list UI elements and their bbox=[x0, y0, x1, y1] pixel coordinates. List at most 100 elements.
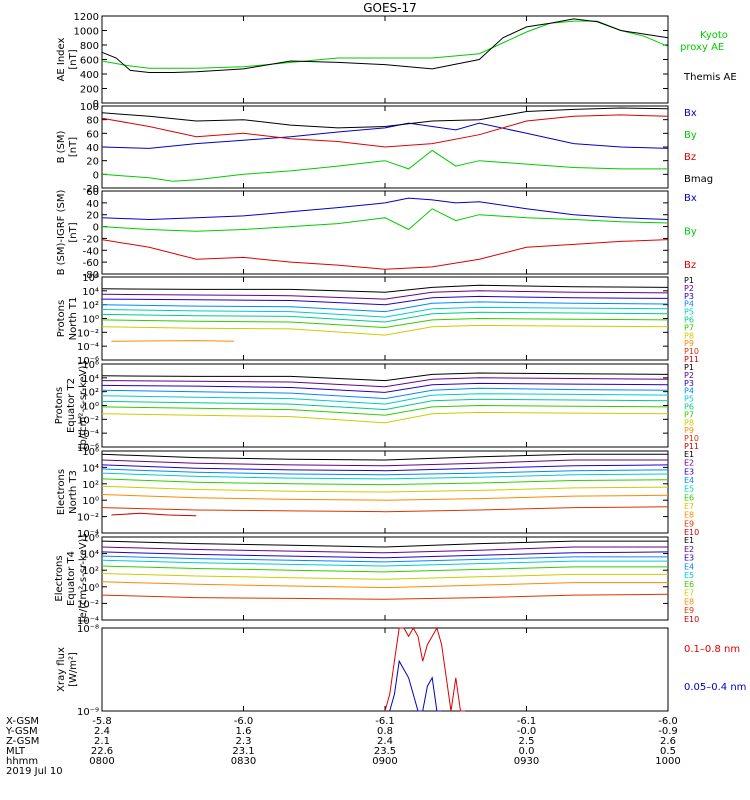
y-tick-label: 10⁰ bbox=[82, 583, 99, 594]
x-row-label: Y-GSM bbox=[5, 726, 38, 737]
y-axis-label: [W/m²] bbox=[68, 652, 79, 687]
y-tick-label: 10⁶ bbox=[82, 533, 99, 544]
series-line-p5 bbox=[101, 393, 669, 405]
y-axis-label: [e/(cm²-s-sr-keV)] bbox=[78, 535, 89, 623]
legend-entry: Themis AE bbox=[683, 72, 737, 83]
y-axis-label: B (SM) bbox=[56, 130, 67, 163]
legend-entry: E5 bbox=[684, 571, 694, 580]
legend-entry: P9 bbox=[684, 426, 694, 435]
y-axis-label: AE Index bbox=[56, 37, 67, 81]
x-row-label: Z-GSM bbox=[6, 736, 39, 747]
date-label: 2019 Jul 10 bbox=[6, 766, 63, 777]
series-line-e9 bbox=[101, 593, 669, 600]
x-row-label: X-GSM bbox=[6, 716, 39, 727]
y-tick-label: 20 bbox=[86, 211, 99, 222]
series-line-e5 bbox=[101, 559, 668, 567]
panel-frame bbox=[101, 190, 669, 275]
series-line-e2 bbox=[101, 546, 668, 554]
panel-pe: 10⁻⁶ 10⁻⁴ 10⁻² 10⁰ 10² 10⁴ 10⁶ Protons Equator T… bbox=[54, 360, 699, 454]
y-tick-label: 10⁴ bbox=[82, 550, 99, 561]
x-row-value: 1000 bbox=[655, 756, 680, 767]
legend-entry: P1 bbox=[684, 276, 694, 285]
legend-entry: P11 bbox=[684, 442, 699, 451]
series-line-by bbox=[101, 208, 669, 232]
x-row-value: 2.4 bbox=[94, 726, 110, 737]
y-tick-label: -20 bbox=[83, 184, 99, 195]
series-line-p3 bbox=[101, 382, 669, 393]
legend-entry: E4 bbox=[684, 562, 694, 571]
y-tick-label: 10⁻² bbox=[77, 513, 99, 524]
y-tick-label: 10⁻² bbox=[77, 599, 99, 610]
series-line-e1 bbox=[101, 540, 668, 548]
series-line-bz bbox=[101, 239, 669, 270]
x-row-value: 0830 bbox=[231, 756, 256, 767]
y-axis-label: Protons bbox=[56, 300, 67, 337]
legend-entry: P5 bbox=[684, 395, 694, 404]
y-tick-label: 10⁻⁶ bbox=[77, 356, 99, 367]
legend-entry: Bx bbox=[684, 108, 697, 119]
legend-entry: P7 bbox=[684, 323, 694, 332]
y-axis-label: Electrons bbox=[56, 469, 67, 515]
legend-entry: E3 bbox=[684, 467, 694, 476]
series-line-e3 bbox=[101, 464, 669, 472]
series-line-p9 bbox=[111, 340, 235, 342]
series-line-e9 bbox=[101, 506, 669, 513]
series-line-bmag bbox=[101, 107, 669, 129]
y-tick-label: 10⁻⁴ bbox=[77, 616, 99, 627]
series-line-p5 bbox=[101, 306, 669, 318]
x-row-value: 0930 bbox=[514, 756, 539, 767]
legend-entry: P11 bbox=[684, 355, 699, 364]
legend-entry: proxy AE bbox=[680, 42, 724, 53]
y-axis-label: [nT] bbox=[68, 137, 79, 157]
series-line-themis-ae bbox=[101, 18, 669, 73]
y-tick-label: 10² bbox=[82, 480, 99, 491]
y-tick-label: 10⁻⁹ bbox=[77, 707, 99, 718]
x-row-value: -6.0 bbox=[234, 716, 254, 727]
series-line-p6 bbox=[101, 311, 669, 323]
y-axis-label: B (SM)-IGRF (SM) bbox=[56, 190, 67, 276]
y-tick-label: -60 bbox=[83, 258, 99, 269]
y-axis-label: Equator T4 bbox=[66, 551, 77, 606]
y-tick-label: 800 bbox=[80, 41, 99, 52]
legend-entry: E9 bbox=[684, 519, 694, 528]
legend-entry: E1 bbox=[684, 536, 694, 545]
series-line-e6 bbox=[101, 565, 668, 573]
y-tick-label: 200 bbox=[80, 85, 99, 96]
y-tick-label: 10⁴ bbox=[82, 374, 99, 385]
x-row-value: -6.1 bbox=[375, 716, 395, 727]
panel-bsm: -20 0 20 40 60 80 100 B (SM) [nT] Bx By Bz Bmag bbox=[56, 102, 713, 195]
legend-entry: E3 bbox=[684, 554, 694, 563]
panel-xray: 10⁻⁹ 10⁻⁸ Xray flux [W/m²] 0.1–0.8 nm 0.05–0.… bbox=[56, 624, 746, 718]
panel-pn: 10⁻⁶ 10⁻⁴ 10⁻² 10⁰ 10² 10⁴ 10⁶ Protons North T1 P… bbox=[56, 273, 699, 367]
y-tick-label: 0 bbox=[93, 170, 99, 181]
x-axis-table: X-GSM -5.8 -6.0 -6.1 -6.1 -6.0 Y-GSM 2.4 1.6 0.8 -… bbox=[5, 716, 681, 767]
legend-entry: Bmag bbox=[684, 174, 713, 185]
y-axis-label: North T1 bbox=[68, 297, 79, 341]
y-tick-label: 10⁴ bbox=[82, 463, 99, 474]
y-tick-label: 10⁶ bbox=[82, 273, 99, 284]
legend-entry: P4 bbox=[684, 300, 694, 309]
y-tick-label: 0 bbox=[93, 223, 99, 234]
y-tick-label: 10⁻⁴ bbox=[77, 529, 99, 540]
y-axis-label: Xray flux bbox=[56, 647, 67, 692]
series-line-e4 bbox=[101, 555, 668, 563]
series-line-e8 bbox=[101, 581, 668, 589]
y-tick-label: 10⁻⁴ bbox=[77, 429, 99, 440]
legend-entry: E5 bbox=[684, 485, 694, 494]
series-line-e3 bbox=[101, 551, 669, 559]
legend-entry: P4 bbox=[684, 387, 694, 396]
y-axis-label: Protons bbox=[54, 387, 65, 424]
legend-entry: P9 bbox=[684, 339, 694, 348]
legend-entry: P8 bbox=[684, 331, 694, 340]
series-line-p8 bbox=[101, 324, 669, 336]
y-tick-label: 20 bbox=[86, 157, 99, 168]
legend-entry: P10 bbox=[684, 434, 699, 443]
legend-entry: E6 bbox=[684, 580, 694, 589]
y-tick-label: -20 bbox=[83, 234, 99, 245]
legend-entry: Bz bbox=[684, 152, 696, 163]
legend-entry: E8 bbox=[684, 511, 694, 520]
legend-entry: P2 bbox=[684, 371, 694, 380]
series-line-kyoto-proxy-ae bbox=[101, 20, 669, 69]
x-row-value: 23.1 bbox=[232, 746, 254, 757]
